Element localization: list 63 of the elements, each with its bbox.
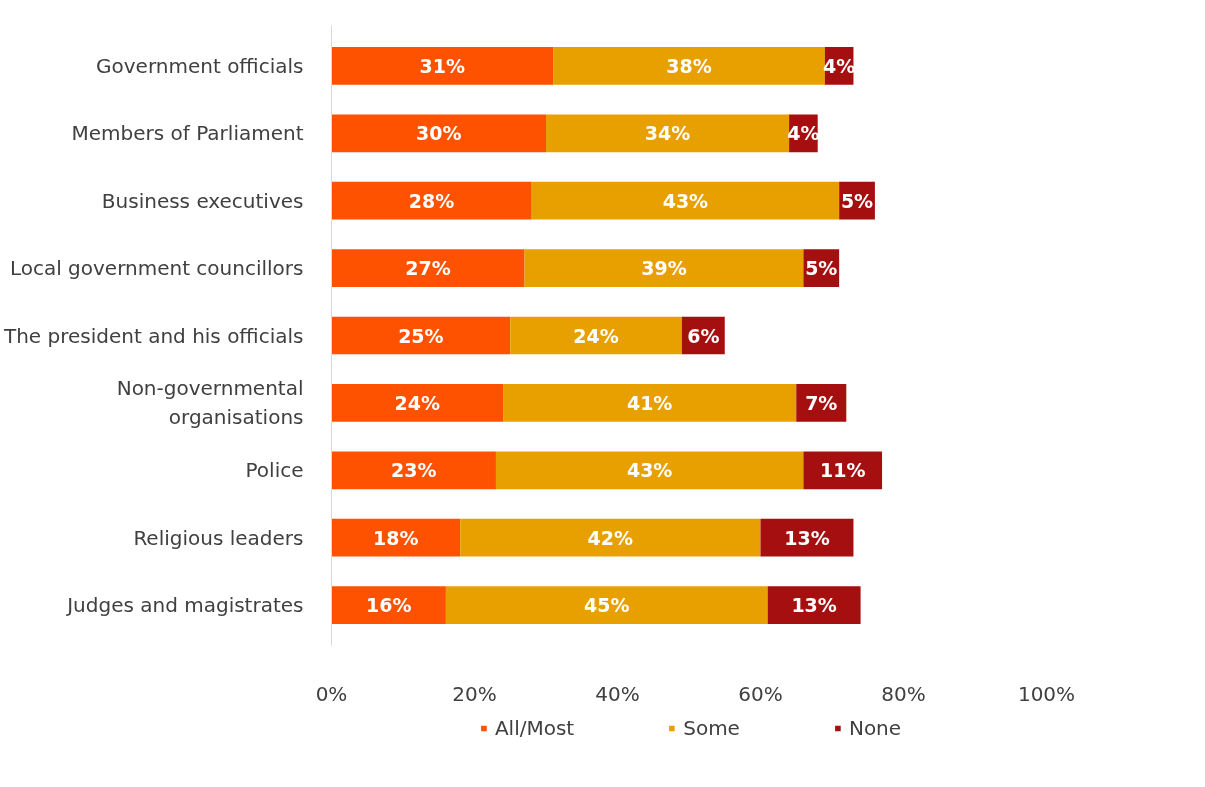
bar bbox=[495, 451, 804, 490]
data-label: 13% bbox=[791, 594, 837, 617]
bar bbox=[331, 114, 546, 153]
bar bbox=[767, 586, 861, 624]
data-label: 38% bbox=[666, 54, 712, 77]
data-label: 5% bbox=[805, 257, 838, 280]
x-tick-label: 20% bbox=[452, 681, 497, 706]
bar bbox=[331, 181, 532, 220]
data-label: 43% bbox=[662, 189, 709, 212]
bar bbox=[553, 47, 825, 85]
data-label: 25% bbox=[398, 324, 444, 347]
x-tick-label: 100% bbox=[1017, 681, 1076, 706]
bar bbox=[331, 518, 461, 557]
bar bbox=[331, 316, 511, 355]
bar bbox=[445, 586, 768, 624]
x-tick-label: 40% bbox=[595, 681, 640, 706]
data-label: 18% bbox=[373, 526, 419, 549]
x-tick-label: 0% bbox=[315, 681, 348, 706]
legend-label: All/Most bbox=[494, 716, 575, 740]
y-tick-label: Religious leaders bbox=[133, 525, 304, 550]
bar bbox=[331, 249, 525, 287]
bar bbox=[524, 249, 804, 287]
data-label: 13% bbox=[784, 526, 830, 549]
data-label: 23% bbox=[390, 459, 437, 482]
y-tick-label: Non-governmental organisations bbox=[116, 376, 304, 430]
data-label: 45% bbox=[584, 594, 630, 617]
bar bbox=[803, 451, 883, 490]
bar bbox=[531, 181, 840, 220]
data-label: 27% bbox=[405, 257, 451, 280]
y-tick-label: The president and his officials bbox=[2, 323, 304, 348]
data-label: 30% bbox=[416, 122, 462, 145]
data-label: 24% bbox=[573, 324, 619, 347]
x-tick-label: 80% bbox=[881, 681, 926, 706]
x-tick-label: 60% bbox=[738, 681, 783, 706]
data-label: 16% bbox=[365, 594, 412, 617]
y-tick-label: Business executives bbox=[101, 188, 304, 213]
bar bbox=[331, 586, 446, 624]
data-label: 31% bbox=[419, 54, 466, 77]
data-label: 7% bbox=[805, 391, 838, 414]
data-label: 6% bbox=[687, 324, 720, 347]
bar bbox=[331, 451, 496, 490]
y-tick-label: Members of Parliament bbox=[71, 121, 304, 146]
y-tick-label: Police bbox=[245, 458, 304, 483]
data-label: 41% bbox=[626, 391, 673, 414]
y-tick-label: Government officials bbox=[96, 53, 304, 78]
y-tick-label: Judges and magistrates bbox=[65, 593, 304, 618]
bar bbox=[546, 114, 790, 153]
bar bbox=[331, 47, 554, 85]
data-label: 28% bbox=[408, 189, 455, 212]
bar bbox=[510, 316, 682, 355]
data-label: 43% bbox=[626, 459, 673, 482]
data-label: 11% bbox=[819, 459, 866, 482]
legend-label: None bbox=[848, 716, 902, 740]
y-tick-label: Local government councillors bbox=[9, 256, 304, 281]
data-label: 24% bbox=[394, 391, 441, 414]
data-label: 42% bbox=[587, 526, 634, 549]
data-label: 39% bbox=[641, 257, 687, 280]
bar bbox=[460, 518, 761, 557]
legend-label: Some bbox=[683, 716, 740, 740]
data-label: 34% bbox=[644, 122, 691, 145]
bar bbox=[503, 384, 797, 422]
data-label: 5% bbox=[840, 189, 874, 212]
bar bbox=[331, 384, 504, 422]
